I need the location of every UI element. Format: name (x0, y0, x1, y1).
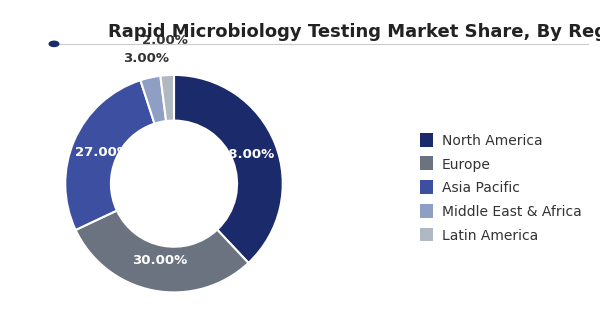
Text: PRECEDENCE: PRECEDENCE (13, 27, 59, 32)
Text: 3.00%: 3.00% (123, 52, 169, 65)
Text: 2.00%: 2.00% (142, 34, 188, 47)
Wedge shape (140, 76, 166, 124)
Legend: North America, Europe, Asia Pacific, Middle East & Africa, Latin America: North America, Europe, Asia Pacific, Mid… (414, 128, 587, 249)
Text: 30.00%: 30.00% (132, 254, 187, 267)
Wedge shape (65, 80, 155, 230)
Text: Rapid Microbiology Testing Market Share, By Region, 2022 (%): Rapid Microbiology Testing Market Share,… (108, 23, 600, 41)
Text: 27.00%: 27.00% (74, 146, 130, 159)
Wedge shape (174, 75, 283, 263)
Wedge shape (160, 75, 174, 121)
Text: RESEARCH: RESEARCH (17, 43, 55, 48)
Wedge shape (76, 211, 248, 292)
Text: 38.00%: 38.00% (219, 148, 274, 161)
